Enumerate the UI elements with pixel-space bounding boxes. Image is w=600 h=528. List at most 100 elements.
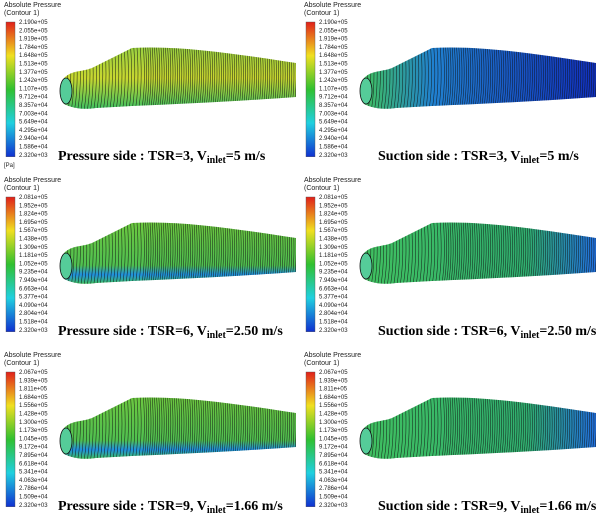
caption-text: =2.50 m/s [226,324,284,339]
colorbar-label: 9.712e+04 [319,95,348,101]
panel: Absolute Pressure(Contour 1)2.081e+051.9… [4,177,296,341]
colorbar-label: 7.949e+04 [19,278,48,284]
hub [360,253,372,279]
colorbar-label: 1.377e+05 [319,70,348,76]
colorbar-label: 1.509e+04 [319,495,348,501]
hub [60,253,72,279]
colorbar-label: 1.309e+05 [19,245,48,251]
figure: Absolute Pressure(Contour 1)2.190e+052.0… [0,0,600,528]
colorbar-label: 1.242e+05 [319,78,348,84]
colorbar [6,22,15,157]
caption-text: Pressure side : TSR=9, V [58,499,207,514]
colorbar-label: 6.618e+04 [19,461,48,467]
caption-subscript: inlet [520,155,540,166]
colorbar-label: 1.952e+05 [319,203,348,209]
legend-title: Absolute Pressure [304,352,361,359]
colorbar-label: 1.428e+05 [19,412,48,418]
colorbar-label: 1.309e+05 [319,245,348,251]
colorbar-label: 4.295e+04 [319,128,348,134]
colorbar [6,197,15,332]
caption: Pressure side : TSR=3, Vinlet=5 m/s [58,149,266,166]
colorbar-label: 2.320e+03 [319,328,348,334]
colorbar-label: 2.067e+05 [19,370,48,376]
legend-title: Absolute Pressure [4,177,61,184]
legend-subtitle: (Contour 1) [4,10,39,17]
caption: Pressure side : TSR=9, Vinlet=1.66 m/s [58,499,283,516]
colorbar-label: 6.663e+04 [319,286,348,292]
colorbar-label: 1.052e+05 [19,261,48,267]
colorbar-label: 1.919e+05 [19,37,48,43]
colorbar-label: 4.063e+04 [319,478,348,484]
colorbar-label: 5.377e+04 [19,295,48,301]
colorbar-label: 1.648e+05 [19,53,48,59]
colorbar-label: 2.067e+05 [319,370,348,376]
caption-text: Suction side : TSR=6, V [378,324,520,339]
colorbar-label: 4.295e+04 [19,128,48,134]
colorbar-label: 2.055e+05 [19,28,48,34]
legend-title: Absolute Pressure [304,177,361,184]
colorbar-label: 1.695e+05 [19,220,48,226]
caption-text: =5 m/s [226,149,266,164]
colorbar-label: 9.235e+04 [19,270,48,276]
caption-subscript: inlet [207,505,227,516]
colorbar-label: 1.509e+04 [19,495,48,501]
colorbar-label: 1.300e+05 [19,420,48,426]
caption-subscript: inlet [207,155,227,166]
colorbar-label: 1.939e+05 [19,378,48,384]
colorbar-label: 1.438e+05 [319,237,348,243]
caption-text: Suction side : TSR=3, V [378,149,520,164]
colorbar-label: 4.090e+04 [19,303,48,309]
caption: Pressure side : TSR=6, Vinlet=2.50 m/s [58,324,283,341]
colorbar-label: 4.090e+04 [319,303,348,309]
colorbar-label: 2.190e+05 [319,20,348,26]
colorbar-label: 9.172e+04 [19,445,48,451]
colorbar-label: 8.357e+04 [319,103,348,109]
colorbar-label: 2.786e+04 [319,486,348,492]
legend-title: Absolute Pressure [4,352,61,359]
legend-subtitle: (Contour 1) [304,360,339,367]
colorbar-label: 1.952e+05 [19,203,48,209]
colorbar-label: 1.556e+05 [19,403,48,409]
caption-text: Pressure side : TSR=3, V [58,149,207,164]
colorbar-label: 1.513e+05 [319,62,348,68]
colorbar-label: 1.811e+05 [19,387,48,393]
caption-text: =5 m/s [539,149,579,164]
colorbar-label: 1.300e+05 [319,420,348,426]
colorbar-label: 1.556e+05 [319,403,348,409]
colorbar-label: 1.045e+05 [319,436,348,442]
hub [360,78,372,104]
colorbar-label: 1.377e+05 [19,70,48,76]
colorbar-label: 1.684e+05 [319,395,348,401]
panel: Absolute Pressure(Contour 1)2.190e+052.0… [304,2,596,166]
panel: Absolute Pressure(Contour 1)2.190e+052.0… [4,2,296,169]
colorbar-label: 1.173e+05 [19,428,48,434]
caption-text: Suction side : TSR=9, V [378,499,520,514]
colorbar-label: 1.567e+05 [319,228,348,234]
colorbar-label: 5.341e+04 [319,470,348,476]
colorbar-label: 7.949e+04 [319,278,348,284]
colorbar-label: 1.586e+04 [19,145,48,151]
colorbar-label: 1.824e+05 [319,212,348,218]
legend-subtitle: (Contour 1) [304,10,339,17]
panel: Absolute Pressure(Contour 1)2.081e+051.9… [304,177,597,341]
colorbar-label: 1.242e+05 [19,78,48,84]
colorbar-label: 2.190e+05 [19,20,48,26]
colorbar-label: 2.320e+03 [19,503,48,509]
colorbar-label: 2.940e+04 [319,136,348,142]
caption-subscript: inlet [207,330,227,341]
colorbar-label: 1.518e+04 [19,320,48,326]
colorbar-label: 1.045e+05 [19,436,48,442]
colorbar-label: 5.377e+04 [319,295,348,301]
hub [60,78,72,104]
colorbar [6,372,15,507]
colorbar-label: 1.567e+05 [19,228,48,234]
colorbar-label: 1.648e+05 [319,53,348,59]
caption-text: Pressure side : TSR=6, V [58,324,207,339]
hub [360,428,372,454]
caption-subscript: inlet [520,330,540,341]
colorbar [306,372,315,507]
colorbar-label: 4.063e+04 [19,478,48,484]
colorbar-label: 1.684e+05 [19,395,48,401]
colorbar-label: 1.173e+05 [319,428,348,434]
colorbar-label: 1.428e+05 [319,412,348,418]
